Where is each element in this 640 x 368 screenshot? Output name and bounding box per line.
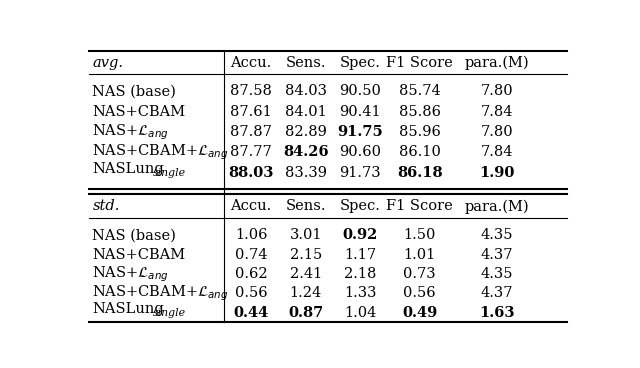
Text: 1.63: 1.63: [479, 306, 515, 320]
Text: 90.50: 90.50: [339, 84, 381, 98]
Text: 1.24: 1.24: [289, 286, 322, 300]
Text: 4.35: 4.35: [481, 228, 513, 242]
Text: 87.58: 87.58: [230, 84, 272, 98]
Text: single: single: [153, 308, 186, 318]
Text: 1.01: 1.01: [404, 248, 436, 262]
Text: std.: std.: [92, 199, 120, 213]
Text: 87.61: 87.61: [230, 105, 272, 118]
Text: NASLung: NASLung: [92, 162, 164, 176]
Text: 4.35: 4.35: [481, 267, 513, 281]
Text: 0.56: 0.56: [235, 286, 268, 300]
Text: 4.37: 4.37: [481, 248, 513, 262]
Text: NAS (base): NAS (base): [92, 84, 176, 98]
Text: 7.84: 7.84: [481, 145, 513, 159]
Text: 7.80: 7.80: [481, 84, 513, 98]
Text: 1.06: 1.06: [235, 228, 268, 242]
Text: 85.74: 85.74: [399, 84, 440, 98]
Text: 84.01: 84.01: [285, 105, 326, 118]
Text: 91.73: 91.73: [339, 166, 381, 180]
Text: 0.44: 0.44: [234, 306, 269, 320]
Text: 0.56: 0.56: [403, 286, 436, 300]
Text: 82.89: 82.89: [285, 125, 326, 139]
Text: 83.39: 83.39: [285, 166, 326, 180]
Text: 2.18: 2.18: [344, 267, 376, 281]
Text: 0.74: 0.74: [235, 248, 268, 262]
Text: 4.37: 4.37: [481, 286, 513, 300]
Text: 1.50: 1.50: [404, 228, 436, 242]
Text: 7.80: 7.80: [481, 125, 513, 139]
Text: 3.01: 3.01: [289, 228, 322, 242]
Text: 2.15: 2.15: [289, 248, 322, 262]
Text: 84.26: 84.26: [283, 145, 328, 159]
Text: Spec.: Spec.: [340, 56, 381, 70]
Text: F1 Score: F1 Score: [387, 199, 453, 213]
Text: 1.17: 1.17: [344, 248, 376, 262]
Text: 87.87: 87.87: [230, 125, 272, 139]
Text: Accu.: Accu.: [230, 56, 272, 70]
Text: NAS+$\mathcal{L}_{ang}$: NAS+$\mathcal{L}_{ang}$: [92, 264, 169, 284]
Text: NAS+$\mathcal{L}_{ang}$: NAS+$\mathcal{L}_{ang}$: [92, 122, 169, 142]
Text: 85.86: 85.86: [399, 105, 441, 118]
Text: 0.87: 0.87: [288, 306, 323, 320]
Text: 1.90: 1.90: [479, 166, 515, 180]
Text: 86.18: 86.18: [397, 166, 443, 180]
Text: single: single: [153, 168, 186, 178]
Text: NAS+CBAM: NAS+CBAM: [92, 248, 186, 262]
Text: Sens.: Sens.: [285, 56, 326, 70]
Text: 1.04: 1.04: [344, 306, 376, 320]
Text: 0.62: 0.62: [235, 267, 268, 281]
Text: 88.03: 88.03: [228, 166, 274, 180]
Text: para.(M): para.(M): [465, 55, 529, 70]
Text: NAS+CBAM+$\mathcal{L}_{ang}$: NAS+CBAM+$\mathcal{L}_{ang}$: [92, 284, 229, 303]
Text: Accu.: Accu.: [230, 199, 272, 213]
Text: 2.41: 2.41: [289, 267, 322, 281]
Text: NAS (base): NAS (base): [92, 228, 176, 242]
Text: 0.92: 0.92: [342, 228, 378, 242]
Text: 85.96: 85.96: [399, 125, 441, 139]
Text: NAS+CBAM: NAS+CBAM: [92, 105, 186, 118]
Text: 91.75: 91.75: [337, 125, 383, 139]
Text: avg.: avg.: [92, 56, 124, 70]
Text: 90.41: 90.41: [339, 105, 381, 118]
Text: 84.03: 84.03: [285, 84, 326, 98]
Text: Spec.: Spec.: [340, 199, 381, 213]
Text: 87.77: 87.77: [230, 145, 272, 159]
Text: NAS+CBAM+$\mathcal{L}_{ang}$: NAS+CBAM+$\mathcal{L}_{ang}$: [92, 143, 229, 162]
Text: 1.33: 1.33: [344, 286, 376, 300]
Text: 90.60: 90.60: [339, 145, 381, 159]
Text: 0.73: 0.73: [403, 267, 436, 281]
Text: 7.84: 7.84: [481, 105, 513, 118]
Text: 0.49: 0.49: [402, 306, 437, 320]
Text: 86.10: 86.10: [399, 145, 441, 159]
Text: para.(M): para.(M): [465, 199, 529, 213]
Text: Sens.: Sens.: [285, 199, 326, 213]
Text: F1 Score: F1 Score: [387, 56, 453, 70]
Text: NASLung: NASLung: [92, 302, 164, 316]
